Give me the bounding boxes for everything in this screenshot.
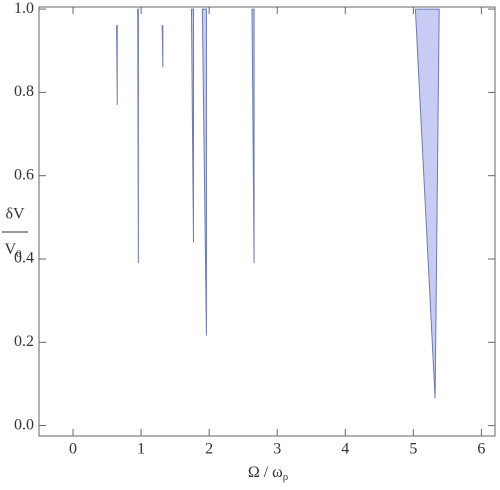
y-tick-label: 0.0 — [14, 416, 34, 433]
y-label-den-sub: 0 — [16, 248, 22, 260]
x-tick-label: 6 — [477, 441, 485, 458]
instability-region — [414, 8, 440, 399]
x-tick-label: 2 — [205, 441, 213, 458]
x-axis-label: Ω / ωρ — [248, 464, 289, 483]
y-label-numerator: δV — [5, 206, 25, 223]
x-tick-label: 1 — [137, 441, 145, 458]
y-label-denominator: V0 — [4, 241, 22, 260]
instability-region — [251, 8, 255, 264]
y-tick-label: 1.0 — [14, 0, 34, 17]
instability-region — [190, 8, 194, 243]
instability-region — [137, 8, 139, 264]
x-label-main: Ω / ω — [248, 464, 283, 481]
y-tick-label: 0.4 — [14, 250, 34, 267]
x-tick-label: 4 — [341, 441, 349, 458]
y-label-den-main: V — [4, 241, 16, 258]
x-label-sub: ρ — [283, 471, 289, 483]
x-tick-label: 5 — [409, 441, 417, 458]
y-tick-label: 0.2 — [14, 333, 34, 350]
plot-frame — [38, 6, 496, 437]
instability-region — [161, 25, 164, 68]
x-tick-label: 0 — [69, 441, 77, 458]
instability-region — [201, 8, 207, 336]
y-tick-label: 0.6 — [14, 166, 34, 183]
y-tick-label: 0.8 — [14, 83, 34, 100]
instability-region — [116, 25, 118, 105]
x-tick-label: 3 — [273, 441, 281, 458]
